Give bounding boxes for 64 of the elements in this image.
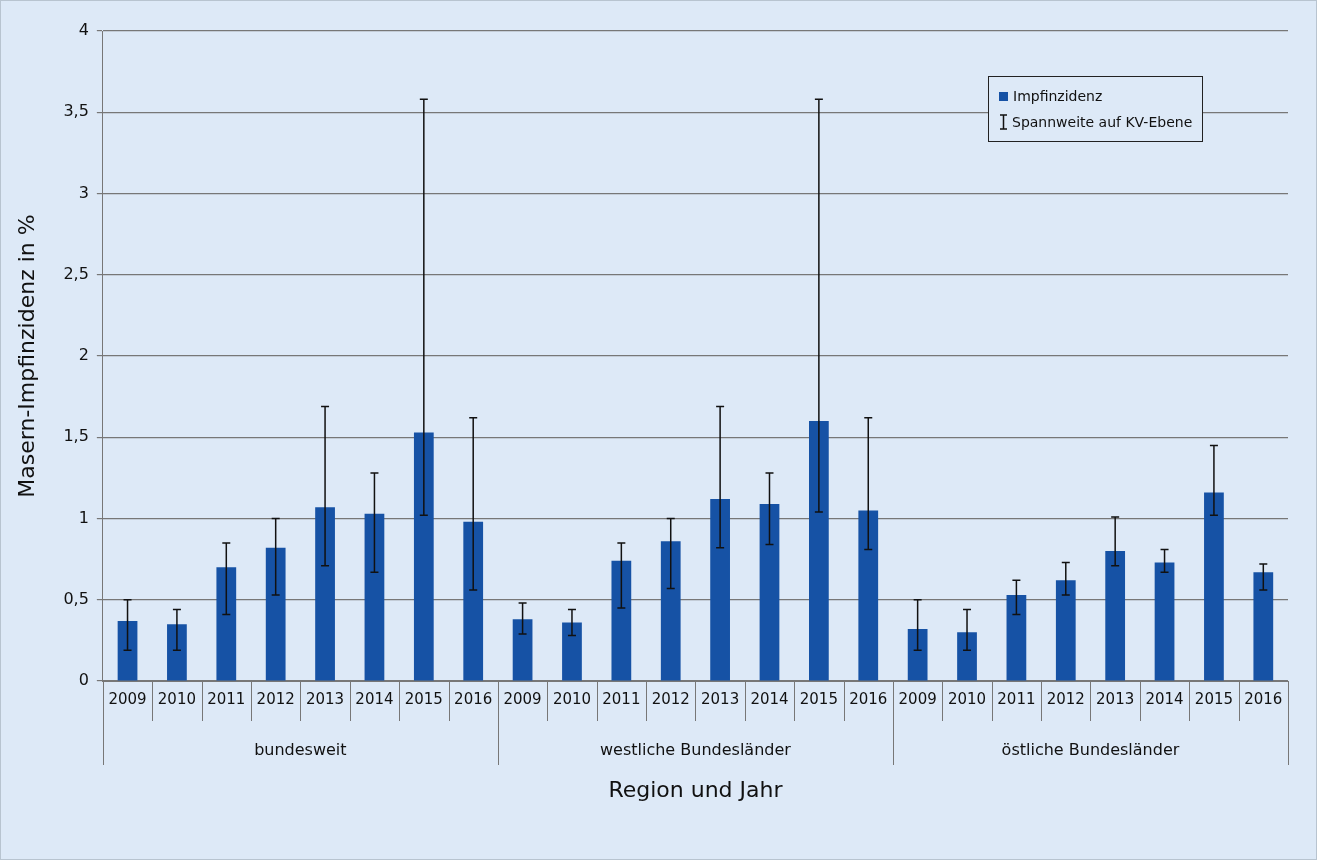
- bar: [1253, 572, 1274, 681]
- x-tick-label: 2013: [305, 689, 345, 708]
- bar: [117, 620, 138, 681]
- text: östliche Bundesländer: [1001, 740, 1180, 760]
- bar: [216, 567, 237, 681]
- x-tick-label: 2011: [207, 689, 246, 708]
- bar: [759, 503, 780, 681]
- x-tick-label: 2012: [651, 689, 690, 708]
- x-tick-label: 2009: [898, 689, 937, 708]
- bar: [809, 421, 829, 681]
- y-axis-title: Masern-Impfinzidenz in %: [13, 214, 39, 498]
- x-tick-label: 2011: [602, 689, 641, 708]
- x-tick-label: 2014: [750, 689, 789, 708]
- bar: [364, 513, 385, 681]
- x-tick-label: 2014: [1145, 689, 1184, 708]
- x-tick-label: 2016: [849, 689, 888, 708]
- bar: [1204, 492, 1224, 681]
- y-tick-label: 0,5: [63, 588, 89, 608]
- x-tick-label: 2013: [701, 689, 740, 708]
- y-tick-label: 1: [78, 507, 89, 527]
- legend-label: Impfinzidenz: [1012, 87, 1104, 106]
- bar: [1105, 551, 1126, 681]
- x-tick-label: 2014: [355, 689, 394, 708]
- bar: [710, 499, 730, 681]
- x-tick-label: 2012: [1046, 689, 1085, 708]
- x-tick-label: 2015: [799, 689, 838, 708]
- bar: [660, 541, 681, 681]
- bar: [1055, 580, 1076, 681]
- bar: [907, 629, 928, 681]
- bar: [512, 619, 533, 681]
- x-tick-label: 2016: [454, 689, 493, 708]
- x-tick-label: 2009: [503, 689, 542, 708]
- x-tick-label: 2011: [997, 689, 1036, 708]
- y-tick-label: 2,5: [63, 263, 89, 283]
- y-tick-label: 3: [78, 182, 89, 202]
- bar: [167, 624, 187, 681]
- bar: [315, 507, 335, 681]
- x-tick-label: 2010: [552, 689, 592, 708]
- x-tick-label: 2015: [1194, 689, 1234, 708]
- bar: [562, 622, 582, 681]
- bar: [413, 432, 434, 681]
- y-tick-label: 1,5: [63, 426, 89, 446]
- x-tick-label: 2016: [1244, 689, 1283, 708]
- x-tick-label: 2015: [404, 689, 443, 708]
- bar: [265, 547, 286, 681]
- x-tick-label: 2010: [157, 689, 197, 708]
- x-tick-label: 2009: [108, 689, 147, 708]
- x-tick-label: 2013: [1096, 689, 1135, 708]
- x-tick-label: 2012: [256, 689, 295, 708]
- x-axis-title: Region und Jahr: [608, 776, 784, 802]
- bar: [1006, 594, 1027, 681]
- y-tick-label: 3,5: [63, 101, 89, 121]
- y-tick-label: 0: [78, 670, 89, 690]
- bar: [957, 632, 977, 681]
- bar: [463, 521, 484, 681]
- bar: [611, 560, 632, 681]
- bar: [1154, 562, 1175, 681]
- text: westliche Bundesländer: [599, 740, 792, 760]
- y-tick-label: 4: [78, 20, 89, 40]
- bar: [858, 510, 879, 681]
- annotation: Spannweite auf KV-Ebene: [1011, 113, 1193, 132]
- x-tick-label: 2010: [947, 689, 987, 708]
- text: bundesweit: [254, 740, 347, 760]
- y-tick-label: 2: [78, 345, 89, 365]
